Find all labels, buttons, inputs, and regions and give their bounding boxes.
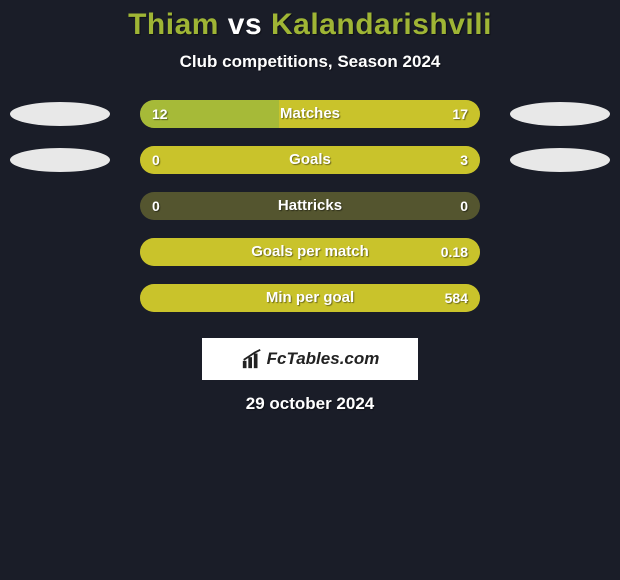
stat-bar: Goals03 [140,146,480,174]
bars-icon [241,348,263,370]
subtitle: Club competitions, Season 2024 [0,52,620,72]
player-right-name: Kalandarishvili [271,8,492,41]
player-left-badge [10,148,110,172]
title-vs: vs [228,8,262,41]
player-left-badge [10,102,110,126]
stat-row: Min per goal584 [0,284,620,330]
stat-bar-right-fill [279,100,480,128]
stat-bar-right-fill [140,146,480,174]
stat-bar: Hattricks00 [140,192,480,220]
stat-rows: Matches1217 Goals03 Hattricks00 Goals per m… [0,100,620,330]
brand-text: FcTables.com [267,349,380,369]
stat-row: Matches1217 [0,100,620,146]
date-label: 29 october 2024 [0,394,620,414]
stat-bar-left-fill [140,100,279,128]
stat-row: Goals03 [0,146,620,192]
stat-row: Hattricks00 [0,192,620,238]
stat-bar: Min per goal584 [140,284,480,312]
player-left-name: Thiam [128,8,219,41]
stat-bar: Matches1217 [140,100,480,128]
stat-bar-right-fill [140,284,480,312]
stat-bar-right-fill [140,238,480,266]
brand-box: FcTables.com [202,338,418,380]
player-right-badge [510,102,610,126]
comparison-infographic: Thiam vs Kalandarishvili Club competitio… [0,0,620,414]
page-title: Thiam vs Kalandarishvili [0,8,620,42]
stat-row: Goals per match0.18 [0,238,620,284]
player-right-badge [510,148,610,172]
stat-bar: Goals per match0.18 [140,238,480,266]
